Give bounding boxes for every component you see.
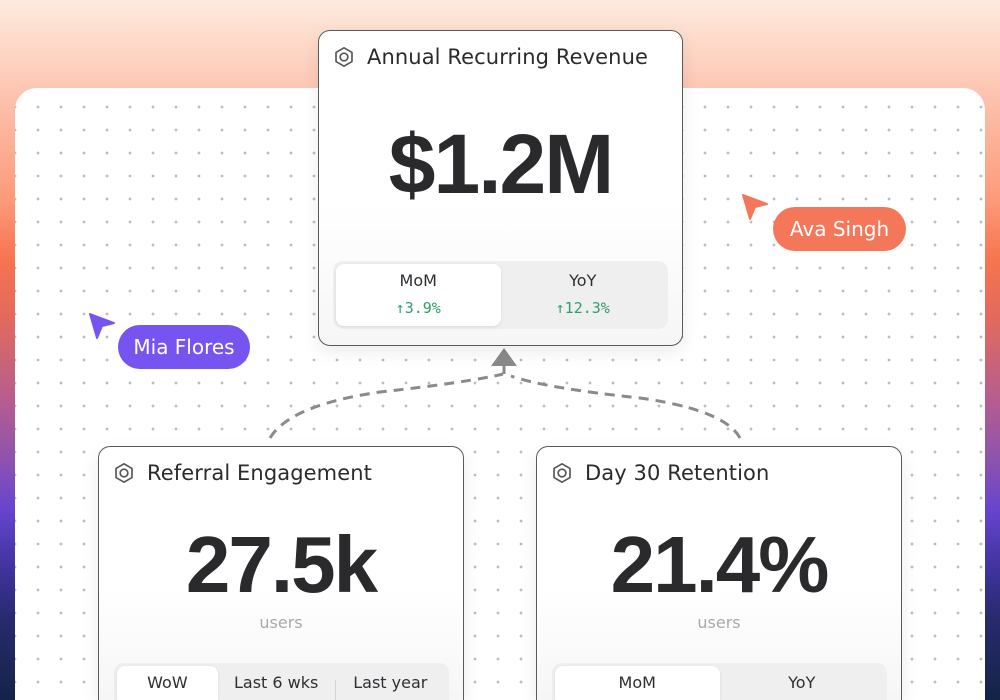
- referral-tab-last-6-wks[interactable]: Last 6 wks: [218, 666, 335, 700]
- arr-card[interactable]: Annual Recurring Revenue $1.2M MoM ↑3.9%…: [318, 30, 683, 346]
- retention-period-tabs: MoM YoY: [552, 663, 887, 700]
- arr-yoy-option[interactable]: YoY ↑12.3%: [501, 264, 666, 326]
- arr-yoy-label: YoY: [569, 271, 597, 290]
- cursor-arrow-icon: [89, 313, 115, 339]
- referral-tab-wow[interactable]: WoW: [117, 666, 218, 700]
- tab-label: WoW: [147, 673, 188, 692]
- referral-unit: users: [259, 613, 303, 632]
- tab-label: YoY: [788, 673, 816, 692]
- tab-label: Last year: [353, 673, 428, 692]
- cursor-arrow-icon: [742, 194, 768, 220]
- arr-mom-option[interactable]: MoM ↑3.9%: [336, 264, 501, 326]
- connector-retention-to-arr: [510, 374, 742, 439]
- arrowhead-icon: [491, 348, 517, 366]
- tab-label: Last 6 wks: [234, 673, 319, 692]
- arr-yoy-change: ↑12.3%: [555, 299, 610, 317]
- arr-mom-label: MoM: [399, 271, 437, 290]
- retention-unit: users: [697, 613, 741, 632]
- arr-comparison-toggle: MoM ↑3.9% YoY ↑12.3%: [333, 261, 668, 329]
- arr-value: $1.2M: [388, 117, 614, 211]
- referral-card-title: Referral Engagement: [147, 461, 373, 485]
- hexagon-nut-icon: [335, 47, 353, 67]
- retention-tab-yoy[interactable]: YoY: [720, 666, 885, 700]
- day-30-retention-card[interactable]: Day 30 Retention 21.4% users MoM YoY: [536, 446, 902, 700]
- referral-engagement-card[interactable]: Referral Engagement 27.5k users WoW Last…: [98, 446, 464, 700]
- connector-referral-to-arr: [268, 372, 504, 439]
- referral-tab-last-year[interactable]: Last year: [334, 666, 446, 700]
- retention-tab-mom[interactable]: MoM: [555, 666, 720, 700]
- retention-value: 21.4%: [610, 520, 830, 609]
- arr-card-title: Annual Recurring Revenue: [367, 45, 648, 69]
- referral-value: 27.5k: [185, 520, 378, 609]
- collaborator-badge-mia-flores: Mia Flores: [118, 325, 250, 369]
- referral-period-tabs: WoW Last 6 wks Last year: [114, 663, 449, 700]
- retention-card-title: Day 30 Retention: [585, 461, 770, 485]
- arr-mom-change: ↑3.9%: [395, 299, 441, 317]
- hexagon-nut-icon: [115, 463, 133, 483]
- tab-divider: [334, 680, 336, 700]
- hexagon-nut-icon: [553, 463, 571, 483]
- collaborator-badge-ava-singh: Ava Singh: [773, 207, 906, 251]
- tab-label: MoM: [618, 673, 656, 692]
